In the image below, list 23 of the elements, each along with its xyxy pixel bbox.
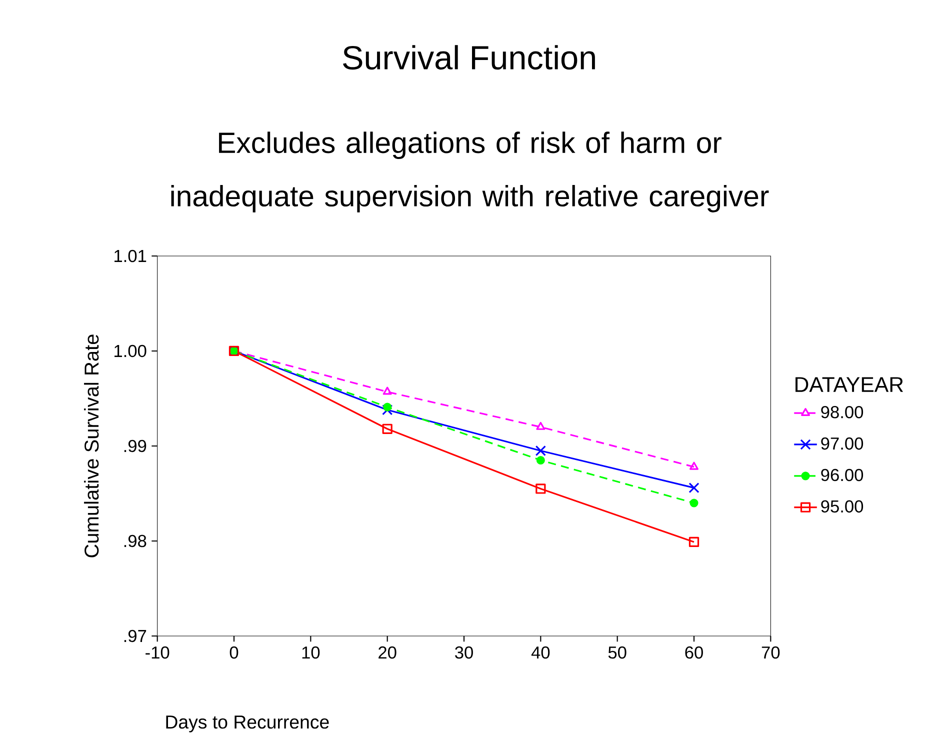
x-tick-label: -10 (146, 646, 170, 659)
legend-label: 96.00 (821, 469, 864, 482)
x-tick-label: 70 (762, 646, 780, 659)
legend-title: DATAYEAR (796, 377, 904, 392)
y-tick-label: 1.00 (114, 345, 146, 358)
x-tick-label: 10 (302, 646, 320, 659)
x-tick-label: 30 (455, 646, 473, 659)
y-tick-label: .97 (124, 630, 146, 642)
y-tick-label: .99 (124, 440, 146, 452)
legend-label: 98.00 (821, 406, 864, 418)
x-tick-label: 40 (531, 646, 550, 659)
chart-title: Survival Function (343, 45, 595, 70)
x-axis-title: Days to Recurrence (166, 716, 329, 733)
x-tick-label: 50 (608, 646, 626, 659)
x-tick-label: 20 (378, 646, 396, 659)
y-tick-label: 1.01 (114, 250, 146, 262)
chart-subtitle: Excludes allegations of risk of harm or inadequate supervision with relative caregiver (171, 132, 769, 212)
legend-label: 97.00 (821, 438, 864, 450)
y-axis-title: Cumulative Survival Rate (84, 334, 99, 558)
y-tick-label: .98 (124, 535, 146, 548)
legend-label: 95.00 (821, 500, 864, 513)
x-tick-label: 60 (685, 646, 703, 659)
x-tick-label: 0 (230, 646, 238, 659)
